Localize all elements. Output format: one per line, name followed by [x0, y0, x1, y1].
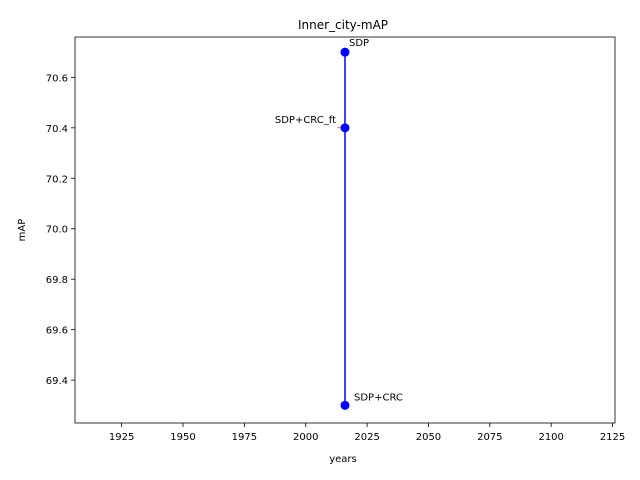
y-tick-label: 69.8	[46, 275, 68, 286]
point-label: SDP+CRC_ft	[275, 115, 336, 126]
x-tick-label: 2000	[293, 432, 318, 443]
x-tick-label: 2050	[416, 432, 441, 443]
point-label: SDP	[349, 38, 369, 49]
chart-title: Inner_city-mAP	[298, 18, 388, 32]
data-point	[340, 47, 350, 57]
point-label: SDP+CRC	[354, 392, 403, 403]
y-tick-label: 69.4	[46, 376, 68, 387]
x-tick-label: 1925	[109, 432, 134, 443]
y-axis-label: mAP	[17, 219, 28, 242]
y-tick-label: 70.4	[46, 124, 68, 135]
x-tick-label: 1975	[232, 432, 257, 443]
y-tick-label: 70.2	[46, 174, 68, 185]
data-point	[340, 400, 350, 410]
series-layer: SDP SDP+CRC_ft SDP+CRC	[275, 38, 403, 410]
x-axis-ticks: 1925 1950 1975 2000 2025 2050 2075 2100 2125	[109, 423, 625, 443]
x-axis-label: years	[329, 454, 357, 465]
x-tick-label: 2125	[600, 432, 625, 443]
y-tick-label: 69.6	[46, 326, 68, 337]
x-tick-label: 2025	[354, 432, 379, 443]
x-tick-label: 1950	[170, 432, 195, 443]
x-tick-label: 2100	[538, 432, 563, 443]
y-axis-ticks: 69.4 69.6 69.8 70.0 70.2 70.4 70.6	[46, 73, 75, 387]
y-tick-label: 70.6	[46, 73, 68, 84]
x-tick-label: 2075	[477, 432, 502, 443]
data-point	[340, 123, 350, 133]
y-tick-label: 70.0	[46, 225, 68, 236]
